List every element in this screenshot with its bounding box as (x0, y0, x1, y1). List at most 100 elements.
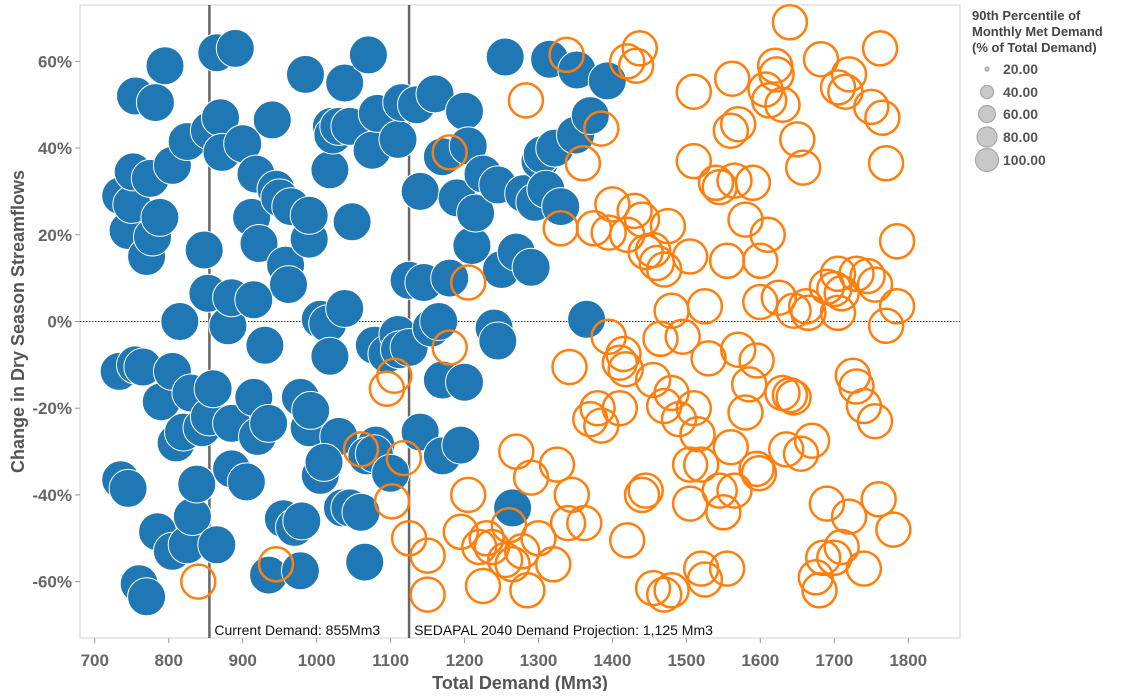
data-point-open (575, 210, 613, 247)
data-point-open (679, 415, 716, 453)
data-point-open (860, 481, 897, 518)
legend-size-marker (977, 104, 997, 124)
data-point-open (775, 379, 812, 416)
data-point-open (601, 344, 639, 381)
data-point-filled (325, 63, 365, 103)
data-point-open (838, 368, 875, 405)
data-point-open (583, 110, 620, 147)
data-point-open (749, 216, 786, 254)
data-point-open (819, 294, 857, 332)
data-point-open (617, 47, 655, 84)
data-point-open (638, 244, 676, 282)
data-point-filled (378, 119, 418, 159)
data-point-filled (304, 442, 344, 482)
legend-size-label: 60.00 (1003, 106, 1038, 122)
data-point-open (808, 485, 846, 522)
data-point-filled (511, 247, 551, 287)
data-point-open (845, 550, 883, 587)
data-point-filled (197, 525, 237, 565)
data-point-open (664, 318, 701, 355)
data-point-open (750, 82, 788, 119)
data-point-open (461, 528, 498, 566)
data-point-filled (371, 453, 411, 493)
data-point-open (742, 283, 779, 321)
data-point-open (509, 572, 546, 609)
data-point-open (867, 307, 905, 345)
legend-size-label: 20.00 (1003, 61, 1038, 77)
data-point-filled (587, 61, 627, 101)
data-point-open (716, 162, 753, 199)
data-point-filled (567, 299, 607, 339)
data-point-open (686, 288, 724, 325)
data-point-open (790, 294, 827, 332)
data-point-open (708, 550, 746, 587)
data-point-open (549, 504, 587, 542)
data-point-open (801, 572, 838, 609)
data-point-filled (286, 54, 325, 94)
data-point-open (385, 439, 423, 477)
data-point-open (601, 389, 639, 427)
data-point-open (771, 4, 809, 41)
data-point-open (608, 522, 646, 559)
data-point-open (819, 69, 857, 106)
data-point-filled (325, 289, 365, 328)
reference-line-label: SEDAPAL 2040 Demand Projection: 1,125 Mm… (414, 622, 713, 638)
data-point-open (623, 476, 661, 514)
legend-size-label: 100.00 (1003, 152, 1046, 168)
data-point-open (804, 539, 842, 577)
data-point-filled (485, 37, 525, 77)
data-point-open (551, 348, 588, 386)
y-axis-title: Change in Dry Season Streamflows (8, 170, 28, 473)
data-point-filled (226, 462, 266, 502)
data-point-filled (245, 325, 285, 365)
data-point-open (642, 320, 679, 358)
data-point-open (468, 520, 505, 557)
data-point-open (861, 30, 899, 67)
data-point-filled (291, 390, 331, 430)
data-point-filled (430, 258, 470, 298)
data-point-open (373, 483, 411, 520)
data-point-open (257, 546, 295, 583)
data-point-filled (127, 577, 167, 617)
x-tick-label: 1800 (889, 651, 927, 670)
y-tick-label: -20% (32, 399, 72, 418)
data-point-open (697, 164, 735, 202)
x-tick-label: 1300 (520, 651, 558, 670)
data-point-filled (135, 83, 175, 123)
data-point-open (713, 60, 751, 97)
data-point-filled (239, 224, 279, 263)
data-point-open (368, 370, 406, 407)
data-point-open (449, 264, 487, 301)
data-point-open (653, 572, 690, 609)
data-point-filled (332, 202, 372, 242)
x-tick-label: 1700 (815, 651, 853, 670)
data-point-open (671, 485, 709, 522)
x-tick-label: 1500 (667, 651, 705, 670)
data-point-open (675, 389, 713, 427)
data-point-open (758, 56, 795, 93)
data-point-open (853, 88, 890, 126)
data-point-filled (310, 336, 350, 376)
data-point-open (590, 214, 627, 251)
data-point-filled (348, 35, 388, 75)
data-point-filled (415, 74, 455, 114)
data-point-open (342, 431, 380, 468)
data-point-open (180, 563, 217, 600)
data-point-open (608, 216, 646, 254)
data-point-open (712, 428, 750, 466)
data-point-open (671, 238, 709, 275)
data-point-open (498, 433, 535, 470)
data-point-open (764, 86, 801, 123)
data-point-filled (289, 195, 329, 235)
data-point-open (727, 394, 764, 431)
data-point-open (608, 43, 646, 80)
data-point-open (712, 112, 750, 149)
x-axis-title: Total Demand (Mm3) (432, 673, 608, 691)
data-point-open (742, 242, 779, 280)
data-point-filled (252, 100, 292, 140)
data-point-open (738, 342, 775, 379)
data-point-open (682, 446, 720, 483)
data-point-filled (140, 197, 180, 237)
data-point-open (607, 350, 644, 388)
